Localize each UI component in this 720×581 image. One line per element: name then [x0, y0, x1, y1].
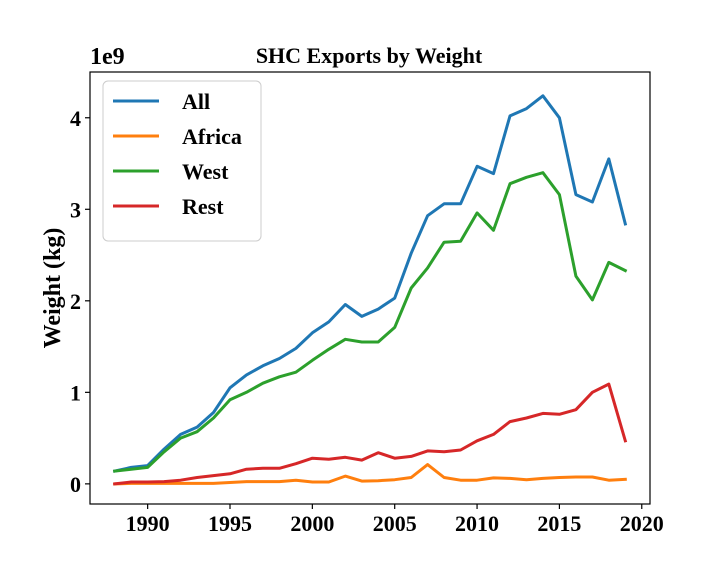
- chart-title: SHC Exports by Weight: [256, 43, 483, 68]
- plot-area: 1990 1995 2000 2005 2010 2015 2020 0 1 2 3 4: [70, 71, 664, 536]
- series-line-west: [113, 171, 628, 473]
- plot-frame: [89, 71, 651, 505]
- legend-label-africa: Africa: [182, 124, 242, 149]
- x-tick-label: 2015: [537, 511, 581, 536]
- legend-label-all: All: [182, 89, 210, 114]
- y-tick-label: 0: [70, 472, 81, 497]
- x-tick-label: 2005: [373, 511, 417, 536]
- x-tick-label: 2010: [455, 511, 499, 536]
- legend-label-west: West: [182, 159, 229, 184]
- series-line-all: [112, 94, 628, 473]
- legend-box: [102, 80, 262, 242]
- y-tick-label: 1: [70, 380, 81, 405]
- series-line-rest: [113, 382, 628, 486]
- y-axis-offset-label: 1e9: [90, 44, 125, 70]
- legend: All Africa West Rest: [102, 80, 262, 242]
- y-tick-label: 3: [70, 197, 81, 222]
- x-tick-label: 1990: [126, 511, 170, 536]
- y-tick-label: 2: [70, 289, 81, 314]
- x-tick-label: 2000: [290, 511, 334, 536]
- x-tick-label: 1995: [208, 511, 252, 536]
- legend-label-rest: Rest: [182, 194, 224, 219]
- y-tick-label: 4: [70, 106, 81, 131]
- y-axis-label: Weight (kg): [40, 228, 66, 349]
- series-line-africa: [113, 463, 627, 486]
- x-tick-label: 2020: [620, 511, 664, 536]
